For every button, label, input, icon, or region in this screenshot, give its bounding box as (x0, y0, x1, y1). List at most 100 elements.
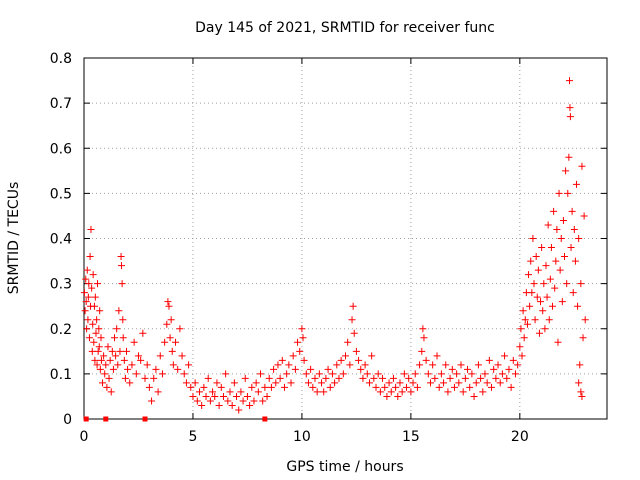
data-points (80, 77, 589, 422)
data-point (95, 343, 103, 351)
data-point (342, 352, 349, 360)
data-point (561, 253, 569, 261)
data-point (185, 361, 193, 369)
data-point (90, 302, 98, 310)
data-point (103, 383, 111, 391)
data-point (148, 397, 156, 405)
data-point (559, 216, 567, 224)
data-point (182, 379, 190, 387)
data-point (235, 406, 243, 414)
data-point (529, 235, 537, 242)
data-point (296, 347, 304, 355)
data-point (117, 262, 125, 270)
data-point (468, 370, 476, 378)
data-point (483, 379, 491, 387)
data-point (261, 383, 269, 391)
data-point (549, 302, 557, 310)
data-point (562, 167, 570, 175)
data-point (426, 379, 434, 387)
data-point (437, 370, 445, 378)
data-point (418, 347, 426, 355)
data-point (572, 180, 580, 188)
data-point (241, 374, 249, 382)
data-point (246, 401, 254, 409)
data-point (168, 347, 176, 355)
data-point (488, 383, 496, 391)
data-point (407, 388, 415, 396)
y-tick-label: 0.2 (50, 322, 72, 338)
data-point (533, 293, 541, 301)
x-tick-label: 15 (402, 429, 420, 445)
data-point (222, 370, 230, 378)
data-point (267, 383, 275, 391)
data-point (82, 275, 90, 283)
data-point (257, 370, 265, 378)
data-point (139, 329, 147, 337)
data-point (154, 388, 162, 396)
y-axis-label: SRMTID / TECUs (6, 182, 22, 295)
data-point (464, 365, 472, 373)
data-point (280, 383, 288, 391)
data-point (259, 397, 267, 405)
data-point (88, 347, 96, 355)
data-point (104, 343, 112, 351)
data-point (534, 266, 542, 274)
data-point (130, 338, 138, 346)
data-point (202, 392, 210, 400)
data-point (294, 338, 302, 346)
data-point (219, 392, 227, 400)
data-point (361, 361, 369, 369)
data-point (518, 352, 526, 360)
data-point (107, 388, 115, 396)
data-point (289, 352, 297, 360)
y-tick-label: 0.7 (50, 96, 72, 112)
data-point (92, 329, 100, 337)
data-point (537, 298, 545, 306)
data-point (566, 77, 574, 85)
data-point (516, 343, 524, 351)
data-point (569, 289, 577, 297)
data-point (121, 374, 129, 382)
data-point (398, 388, 406, 396)
data-point (394, 392, 402, 400)
data-point (326, 383, 334, 391)
data-point (158, 370, 166, 378)
data-point (431, 374, 439, 382)
data-point (477, 374, 485, 382)
data-point (166, 334, 174, 342)
data-point (96, 307, 104, 315)
data-point (565, 153, 573, 161)
data-point (134, 352, 142, 360)
data-point (309, 383, 317, 391)
data-point (307, 365, 315, 373)
data-point (509, 356, 517, 364)
data-point (540, 280, 548, 288)
data-point (339, 370, 347, 378)
data-point (233, 392, 241, 400)
data-point (490, 365, 498, 373)
data-point (577, 280, 585, 288)
data-point (313, 388, 321, 396)
data-point (544, 221, 552, 229)
data-point (163, 320, 171, 328)
data-point (383, 392, 391, 400)
data-point (546, 275, 554, 283)
data-point (311, 374, 319, 382)
data-point (507, 383, 515, 391)
data-point (156, 352, 164, 360)
data-point (299, 334, 307, 342)
data-point (276, 374, 284, 382)
data-point (84, 293, 92, 301)
data-point (355, 356, 363, 364)
data-point (320, 388, 328, 396)
data-point (547, 244, 555, 252)
data-point (470, 392, 478, 400)
data-point (89, 320, 97, 328)
data-point (424, 370, 432, 378)
data-point (114, 361, 122, 369)
series-srmtid (80, 77, 589, 414)
data-point (141, 374, 149, 382)
data-point (556, 266, 564, 274)
data-point (440, 379, 448, 387)
data-point (119, 334, 127, 342)
